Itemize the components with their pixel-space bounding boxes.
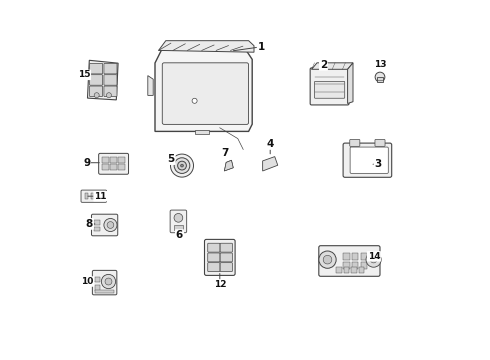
Bar	[351, 267, 357, 273]
FancyBboxPatch shape	[220, 253, 232, 262]
Bar	[95, 291, 114, 293]
Bar	[97, 193, 99, 199]
FancyBboxPatch shape	[208, 243, 220, 252]
Circle shape	[94, 93, 99, 98]
Text: 9: 9	[83, 158, 90, 168]
FancyBboxPatch shape	[343, 143, 392, 177]
Bar	[95, 277, 100, 282]
Text: 5: 5	[168, 154, 175, 164]
Circle shape	[323, 255, 332, 264]
Circle shape	[104, 219, 117, 231]
Text: 7: 7	[221, 148, 228, 158]
Circle shape	[177, 161, 186, 170]
Text: 4: 4	[267, 139, 274, 149]
FancyBboxPatch shape	[350, 147, 388, 173]
Bar	[102, 164, 109, 170]
Text: 12: 12	[214, 280, 226, 289]
Circle shape	[181, 164, 183, 167]
Polygon shape	[159, 41, 254, 52]
Text: 11: 11	[94, 192, 106, 201]
FancyBboxPatch shape	[319, 246, 380, 276]
Text: 10: 10	[81, 277, 94, 286]
Bar	[352, 253, 358, 260]
FancyBboxPatch shape	[170, 210, 187, 233]
Polygon shape	[148, 76, 153, 95]
Polygon shape	[312, 63, 353, 69]
Polygon shape	[224, 160, 233, 171]
FancyBboxPatch shape	[90, 63, 102, 74]
FancyBboxPatch shape	[90, 75, 102, 85]
Text: 1: 1	[258, 42, 265, 52]
Circle shape	[171, 154, 194, 177]
FancyBboxPatch shape	[98, 153, 128, 174]
FancyBboxPatch shape	[92, 270, 117, 295]
Circle shape	[174, 158, 190, 174]
Circle shape	[370, 256, 377, 263]
Bar	[174, 225, 182, 230]
Text: 6: 6	[176, 230, 183, 240]
Text: 8: 8	[86, 219, 93, 229]
Circle shape	[174, 213, 183, 222]
Circle shape	[101, 274, 116, 289]
Circle shape	[105, 278, 112, 285]
FancyBboxPatch shape	[204, 239, 235, 275]
Circle shape	[319, 251, 336, 268]
Polygon shape	[155, 49, 252, 131]
Polygon shape	[347, 63, 353, 104]
Text: 14: 14	[368, 252, 380, 261]
FancyBboxPatch shape	[315, 81, 345, 98]
Bar	[343, 262, 350, 269]
Circle shape	[366, 252, 381, 267]
FancyBboxPatch shape	[104, 86, 117, 96]
Bar	[94, 220, 100, 225]
Bar	[110, 157, 117, 163]
Bar	[110, 164, 117, 170]
Bar	[361, 253, 367, 260]
FancyBboxPatch shape	[104, 63, 117, 74]
Bar	[85, 193, 88, 199]
FancyBboxPatch shape	[220, 263, 232, 271]
Bar	[95, 285, 100, 291]
Bar	[102, 157, 109, 163]
Bar	[102, 193, 105, 199]
Bar	[352, 262, 358, 269]
Polygon shape	[88, 60, 118, 100]
Bar	[343, 253, 350, 260]
Bar	[91, 193, 94, 199]
Bar	[94, 227, 100, 231]
Bar	[336, 267, 342, 273]
FancyBboxPatch shape	[310, 68, 349, 105]
Circle shape	[192, 98, 197, 103]
Bar	[118, 164, 125, 170]
FancyBboxPatch shape	[81, 190, 107, 202]
Circle shape	[375, 72, 385, 82]
FancyBboxPatch shape	[375, 139, 385, 146]
Bar	[343, 267, 349, 273]
Polygon shape	[263, 157, 278, 171]
FancyBboxPatch shape	[92, 214, 118, 236]
FancyBboxPatch shape	[208, 253, 220, 262]
FancyBboxPatch shape	[162, 63, 248, 125]
Bar	[118, 157, 125, 163]
Bar	[377, 77, 383, 82]
Text: 3: 3	[374, 159, 382, 169]
FancyBboxPatch shape	[208, 263, 220, 271]
Text: 13: 13	[374, 60, 386, 69]
FancyBboxPatch shape	[104, 75, 117, 85]
Circle shape	[106, 93, 111, 98]
FancyBboxPatch shape	[220, 243, 232, 252]
Bar	[361, 262, 367, 269]
Bar	[359, 267, 365, 273]
Circle shape	[107, 222, 114, 228]
FancyBboxPatch shape	[90, 86, 102, 96]
FancyBboxPatch shape	[350, 139, 360, 146]
Text: 15: 15	[78, 71, 90, 79]
Text: 2: 2	[320, 60, 327, 70]
Bar	[195, 130, 209, 134]
